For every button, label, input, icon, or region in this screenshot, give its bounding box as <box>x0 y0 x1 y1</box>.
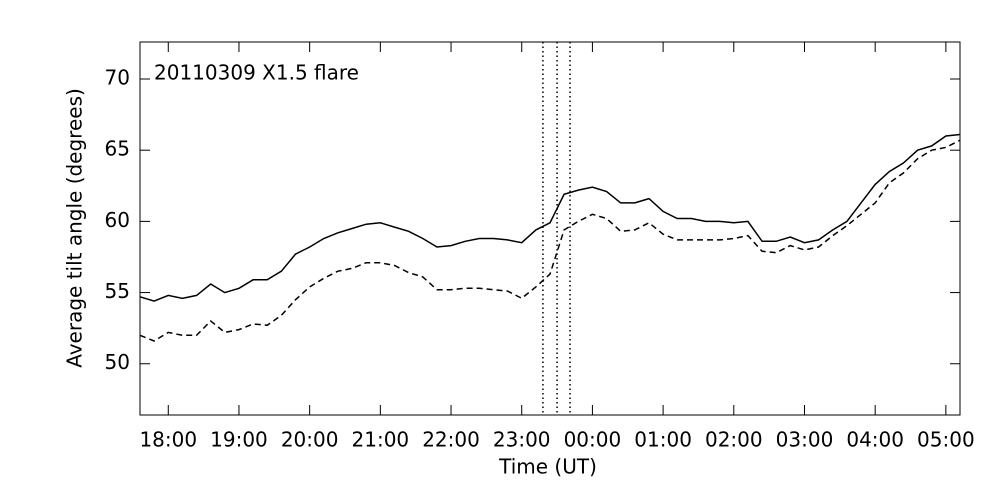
x-tick-label: 02:00 <box>705 428 763 452</box>
y-tick-label: 55 <box>105 279 130 303</box>
series-line <box>139 139 961 342</box>
x-tick-label: 00:00 <box>564 428 622 452</box>
x-tick-label: 04:00 <box>846 428 904 452</box>
y-axis-label: Average tilt angle (degrees) <box>63 88 87 368</box>
x-tick-label: 18:00 <box>139 428 197 452</box>
y-tick-label: 70 <box>105 66 130 90</box>
x-tick-label: 20:00 <box>281 428 339 452</box>
y-tick-label: 60 <box>105 208 130 232</box>
x-tick-label: 03:00 <box>776 428 834 452</box>
x-tick-label: 05:00 <box>917 428 975 452</box>
series-line <box>139 133 961 302</box>
x-tick-label: 23:00 <box>493 428 551 452</box>
x-tick-label: 22:00 <box>422 428 480 452</box>
x-tick-label: 19:00 <box>210 428 268 452</box>
y-tick-label: 65 <box>105 137 130 161</box>
x-tick-label: 21:00 <box>352 428 410 452</box>
annotation: 20110309 X1.5 flare <box>154 61 359 85</box>
x-tick-label: 01:00 <box>634 428 692 452</box>
y-tick-label: 50 <box>105 350 130 374</box>
plot-frame <box>139 41 961 416</box>
x-axis-label: Time (UT) <box>498 455 597 479</box>
